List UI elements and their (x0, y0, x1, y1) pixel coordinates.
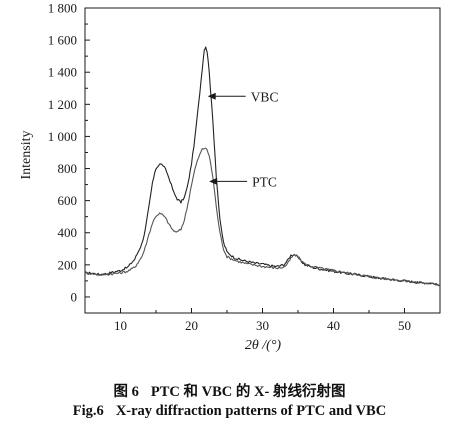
annotation-arrowhead-vbc (207, 92, 216, 100)
x-tick-label: 30 (256, 318, 269, 333)
annotation-label-ptc: PTC (252, 174, 277, 189)
annotation-label-vbc: VBC (251, 89, 279, 104)
y-tick-label: 1 400 (48, 65, 77, 80)
plot-frame (84, 7, 441, 314)
y-tick-label: 200 (58, 257, 78, 272)
y-tick-label: 1 600 (48, 33, 77, 48)
series-layer (84, 46, 441, 287)
figure-caption-chinese: 图 6 PTC 和 VBC 的 X- 射线衍射图 (0, 380, 459, 401)
y-tick-label: 800 (58, 161, 78, 176)
x-tick-label: 10 (114, 318, 127, 333)
caption-en-text: X-ray diffraction patterns of PTC and VB… (115, 403, 387, 419)
caption-en-number: Fig.6 (72, 403, 104, 419)
x-tick-label: 20 (185, 318, 198, 333)
x-tick-label: 50 (398, 318, 411, 333)
y-tick-label: 400 (58, 225, 78, 240)
y-axis-title: Intensity (19, 131, 34, 180)
x-axis-title: 2θ /(°) (245, 338, 282, 353)
y-tick-label: 0 (71, 289, 78, 304)
caption-cn-number: 图 6 (113, 384, 139, 400)
caption-cn-text: PTC 和 VBC 的 X- 射线衍射图 (150, 384, 346, 400)
series-line-ptc (84, 147, 441, 286)
figure-caption-english: Fig.6 X-ray diffraction patterns of PTC a… (0, 403, 459, 420)
xrd-chart: 0 200 400 600 800 1 000 1 200 1 400 1 600 1 800 10… (19, 1, 441, 353)
y-tick-label: 1 200 (48, 97, 77, 112)
y-tick-label: 1 000 (48, 129, 77, 144)
y-tick-label: 600 (58, 193, 78, 208)
y-tick-label: 1 800 (48, 1, 77, 16)
series-line-vbc (85, 46, 441, 287)
axes-layer: 0 200 400 600 800 1 000 1 200 1 400 1 600 1 800 10… (48, 1, 441, 333)
annotation-layer: VBC PTC (207, 89, 279, 189)
annotation-arrowhead-ptc (209, 177, 218, 185)
x-tick-label: 40 (327, 318, 340, 333)
